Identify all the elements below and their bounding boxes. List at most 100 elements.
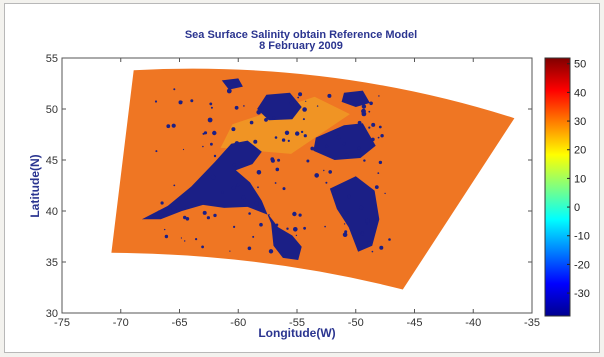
x-tick-label: -65: [172, 317, 188, 329]
land-speck: [295, 131, 300, 136]
x-axis-label: Longitude(W): [258, 326, 335, 340]
land-speck: [256, 110, 261, 115]
colorbar-tick-label: 40: [574, 87, 586, 99]
land-speck: [346, 211, 350, 214]
land-speck: [229, 250, 231, 252]
land-speck: [164, 234, 169, 239]
land-speck: [166, 124, 171, 129]
land-speck: [336, 135, 341, 140]
x-tick-label: -60: [230, 317, 246, 329]
land-speck: [316, 105, 319, 107]
land-speck: [295, 234, 298, 237]
land-speck: [359, 205, 364, 210]
y-axis: 30 35 40 45 50 55: [46, 53, 532, 320]
land-speck: [202, 210, 207, 215]
land-speck: [259, 222, 263, 227]
land-speck: [233, 225, 236, 228]
land-speck: [361, 111, 367, 117]
land-speck: [178, 100, 183, 105]
colorbar-tick-label: 20: [574, 145, 586, 157]
land-speck: [302, 107, 307, 112]
corner-region: [220, 96, 350, 154]
land-speck: [171, 123, 176, 128]
land-speck: [287, 139, 290, 142]
x-tick-label: -35: [524, 317, 540, 329]
land-speck: [331, 190, 336, 195]
land-speck: [365, 218, 370, 224]
land-speck: [298, 213, 302, 217]
land-speck: [154, 100, 158, 103]
land-speck: [173, 184, 176, 187]
land-speck: [298, 92, 303, 97]
land-patch-0: [141, 140, 302, 260]
land-speck: [249, 120, 254, 125]
y-tick-label: 55: [46, 53, 58, 65]
land-speck: [268, 214, 270, 216]
colorbar-tick-label: -10: [574, 231, 590, 243]
land-speck: [241, 195, 246, 200]
colorbar-tick-label: -20: [574, 259, 590, 271]
colorbar-tick-label: -30: [574, 288, 590, 300]
land-speck: [274, 136, 278, 139]
land-speck: [379, 245, 384, 250]
land-speck: [206, 216, 210, 220]
land-speck: [168, 205, 172, 209]
land-speck: [202, 145, 204, 148]
land-mask: [141, 78, 391, 260]
land-speck: [292, 211, 297, 217]
land-speck: [289, 100, 294, 106]
x-tick-label: -40: [465, 317, 481, 329]
colorbar: [544, 57, 571, 317]
land-speck: [357, 120, 362, 125]
land-speck: [184, 195, 189, 200]
land-speck: [275, 167, 280, 172]
land-speck: [180, 237, 182, 239]
land-speck: [264, 118, 268, 122]
land-speck: [368, 110, 371, 113]
land-speck: [207, 117, 213, 123]
land-speck: [361, 104, 367, 109]
land-speck: [248, 183, 250, 185]
land-speck: [182, 148, 185, 151]
land-speck: [368, 126, 371, 129]
figure-canvas: Sea Surface Salinity obtain Reference Mo…: [4, 3, 600, 353]
land-speck: [328, 170, 333, 174]
land-speck: [164, 228, 166, 231]
land-patch-4: [341, 90, 370, 107]
land-speck: [213, 154, 217, 158]
chart-subtitle: 8 February 2009: [259, 40, 343, 52]
land-speck: [203, 131, 208, 135]
land-speck: [293, 227, 298, 232]
land-speck: [374, 185, 379, 190]
land-speck: [221, 190, 225, 194]
land-speck: [210, 142, 213, 146]
land-speck: [247, 246, 252, 251]
land-speck: [363, 159, 366, 162]
x-tick-label: -55: [289, 317, 305, 329]
land-speck: [234, 105, 239, 110]
colorbar-tick-label: 0: [574, 202, 580, 214]
land-speck: [305, 100, 307, 102]
x-tick-label: -50: [348, 317, 364, 329]
land-speck: [347, 194, 352, 199]
land-speck: [342, 232, 348, 237]
land-speck: [371, 122, 376, 127]
land-speck: [252, 235, 255, 238]
land-speck: [231, 127, 236, 132]
land-speck: [323, 169, 325, 172]
land-speck: [306, 159, 310, 163]
land-speck: [367, 241, 371, 245]
y-tick-label: 45: [46, 155, 58, 167]
x-tick-label: -45: [407, 317, 423, 329]
land-speck: [155, 150, 158, 153]
land-speck: [344, 153, 349, 158]
salinity-swath: [111, 68, 515, 290]
colorbar-tick-label: 30: [574, 116, 586, 128]
land-patch-2: [257, 92, 302, 121]
land-speck: [284, 130, 290, 135]
land-speck: [210, 174, 216, 180]
land-speck: [281, 138, 286, 142]
land-speck: [190, 99, 194, 103]
land-speck: [236, 183, 240, 187]
land-speck: [380, 134, 384, 138]
